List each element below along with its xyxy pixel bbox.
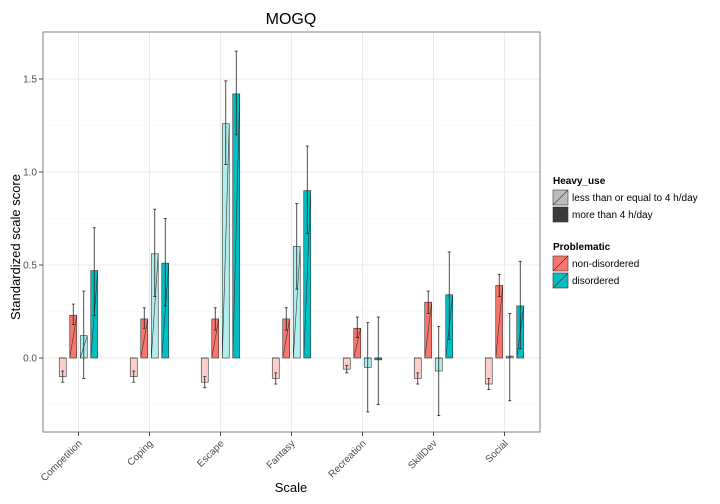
legend-key-hatch: [552, 272, 569, 289]
legend-label: non-disordered: [572, 259, 639, 270]
y-axis: 0.0 0.5 1.0 1.5: [23, 75, 43, 365]
bar-hatch: [161, 263, 170, 359]
bar-hatch: [69, 315, 78, 359]
legend-key-hatch: [552, 255, 569, 272]
bar-hatch: [140, 318, 149, 359]
bar-hatch: [211, 318, 220, 359]
legend-key-hatch: [552, 206, 569, 223]
legend-label: less than or equal to 4 h/day: [572, 193, 698, 204]
bar-hatch: [282, 318, 291, 359]
x-tick-label: Social: [484, 438, 511, 465]
x-axis: Competition Coping Escape Fantasy Recreation…: [39, 432, 511, 484]
bar-hatch: [232, 93, 241, 359]
bar-hatch: [292, 246, 301, 359]
legend-key-hatch: [552, 189, 569, 206]
legend-label: disordered: [572, 276, 619, 287]
y-tick-label: 0.5: [23, 261, 37, 272]
y-tick-label: 1.0: [23, 168, 37, 179]
bar-hatch: [353, 328, 362, 359]
legend-label: more than 4 h/day: [572, 210, 653, 221]
y-tick-label: 1.5: [23, 75, 37, 86]
legend-title: Problematic: [553, 242, 611, 253]
bar-hatch: [221, 123, 230, 359]
bar-hatch: [495, 285, 504, 359]
x-tick-label: Recreation: [327, 438, 369, 480]
x-tick-label: Escape: [195, 438, 227, 470]
x-tick-label: Fantasy: [265, 438, 298, 471]
bars: [58, 50, 525, 417]
bar-hatch: [150, 253, 159, 359]
x-tick-label: Coping: [125, 438, 155, 468]
grid: [43, 32, 540, 432]
y-tick-label: 0.0: [23, 354, 37, 365]
x-tick-label: Competition: [39, 438, 85, 484]
x-tick-label: SkillDev: [406, 438, 439, 471]
legend-title: Heavy_use: [553, 176, 606, 187]
bar-hatch: [424, 302, 433, 359]
bar-hatch: [303, 190, 312, 359]
x-axis-title: Scale: [275, 480, 308, 495]
chart-title: MOGQ: [266, 11, 317, 28]
y-axis-title: Standardized scale score: [8, 174, 23, 320]
